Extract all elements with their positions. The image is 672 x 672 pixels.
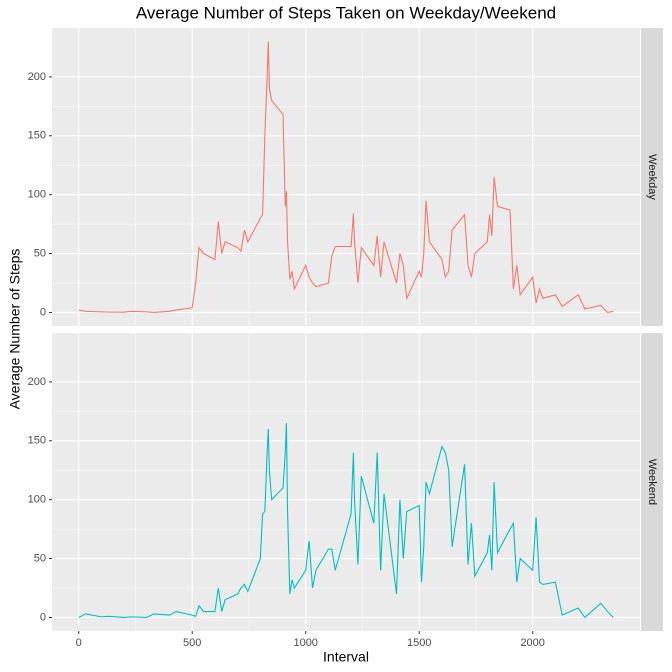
y-tick-label: 100 <box>28 189 46 201</box>
y-tick-label: 200 <box>28 376 46 388</box>
facet-label: Weekend <box>646 459 658 505</box>
data-line <box>78 423 614 619</box>
chart-title: Average Number of Steps Taken on Weekday… <box>136 3 556 22</box>
y-axis-label: Average Number of Steps <box>7 249 23 410</box>
y-tick-label: 50 <box>34 247 46 259</box>
x-axis-label: Interval <box>323 649 369 665</box>
facet-strip <box>641 28 663 326</box>
y-tick-label: 50 <box>34 552 46 564</box>
y-tick-label: 100 <box>28 494 46 506</box>
y-tick-label: 150 <box>28 130 46 142</box>
panel-background <box>52 333 640 631</box>
y-tick-label: 0 <box>40 306 46 318</box>
y-tick-label: 150 <box>28 435 46 447</box>
x-tick-label: 0 <box>76 637 82 649</box>
x-tick-label: 1500 <box>407 637 431 649</box>
x-tick-label: 2000 <box>520 637 544 649</box>
x-tick-label: 500 <box>183 637 201 649</box>
y-tick-label: 200 <box>28 71 46 83</box>
x-tick-label: 1000 <box>293 637 317 649</box>
facet-strip <box>641 333 663 631</box>
y-tick-label: 0 <box>40 611 46 623</box>
facet-label: Weekday <box>646 154 658 200</box>
data-line <box>78 41 614 314</box>
panel-background <box>52 28 640 326</box>
